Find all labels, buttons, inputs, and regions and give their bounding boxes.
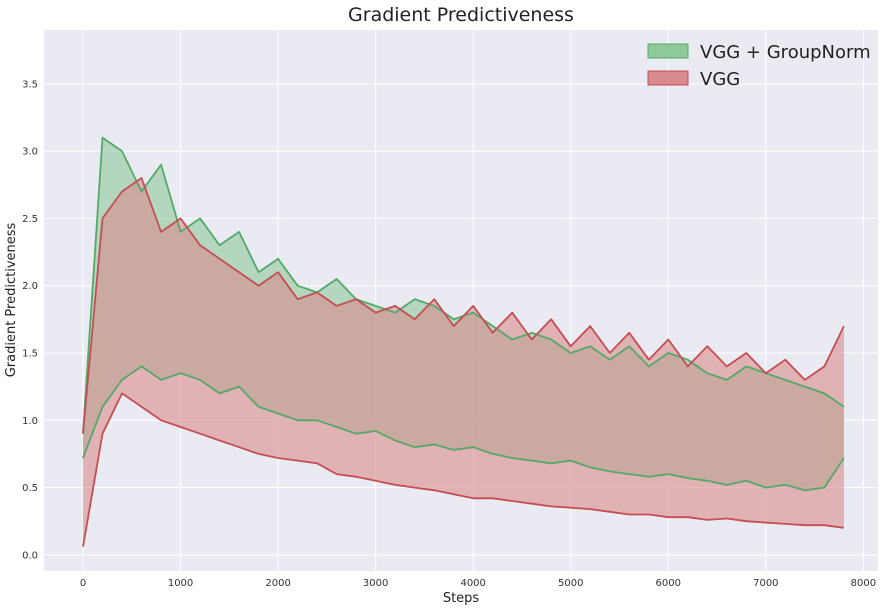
lower-line-vgg-groupnorm [82, 365, 845, 492]
y-tick-label: 0.5 [22, 483, 38, 494]
x-tick-labels: 0 1000 2000 3000 4000 5000 6000 7000 8000 [80, 578, 876, 589]
x-tick-label: 5000 [558, 578, 583, 589]
series-lines [82, 136, 845, 547]
chart-title: Gradient Predictiveness [348, 4, 574, 26]
x-tick-label: 3000 [363, 578, 388, 589]
x-tick-label: 1000 [168, 578, 193, 589]
legend: VGG + GroupNorm VGG [647, 42, 871, 90]
series-areas [83, 137, 844, 547]
x-tick-label: 8000 [851, 578, 876, 589]
upper-line-vgg [82, 177, 845, 434]
x-tick-label: 0 [80, 578, 86, 589]
x-axis-label: Steps [443, 591, 480, 606]
y-tick-label: 2.0 [22, 281, 38, 292]
y-axis-label: Gradient Predictiveness [4, 222, 19, 377]
y-tick-label: 2.5 [22, 214, 38, 225]
y-tick-label: 0.0 [22, 550, 38, 561]
x-tick-label: 6000 [656, 578, 681, 589]
area-vgg [83, 178, 844, 547]
y-tick-label: 1.0 [22, 416, 38, 427]
legend-label-vgg-groupnorm: VGG + GroupNorm [700, 42, 871, 63]
y-tick-labels: 0.0 0.5 1.0 1.5 2.0 2.5 3.0 3.5 [22, 79, 38, 561]
y-tick-label: 1.5 [22, 348, 38, 359]
y-tick-label: 3.5 [22, 79, 38, 90]
x-tick-label: 4000 [460, 578, 485, 589]
legend-swatch-vgg-groupnorm [647, 43, 689, 59]
legend-label-vgg: VGG [700, 69, 740, 90]
y-tick-label: 3.0 [22, 147, 38, 158]
legend-swatch-vgg [647, 70, 689, 86]
x-tick-label: 7000 [753, 578, 778, 589]
lower-line-vgg [82, 392, 845, 547]
x-tick-label: 2000 [265, 578, 290, 589]
